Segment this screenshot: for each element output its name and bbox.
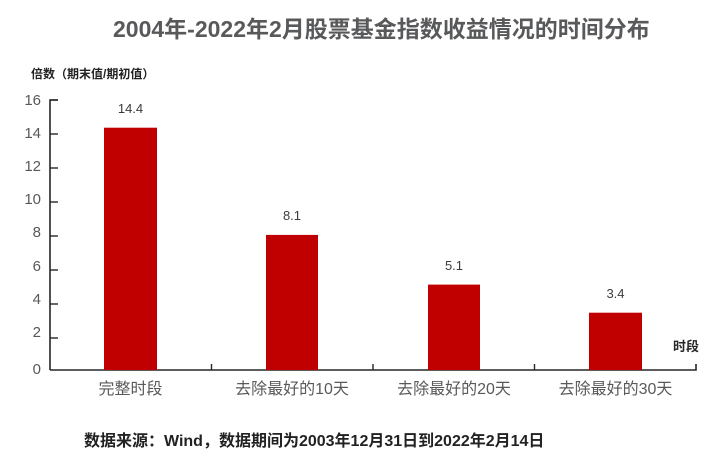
svg-text:14.4: 14.4 xyxy=(118,101,143,116)
svg-text:3.4: 3.4 xyxy=(606,286,624,301)
svg-text:6: 6 xyxy=(33,258,41,275)
svg-text:14: 14 xyxy=(24,125,41,142)
svg-text:16: 16 xyxy=(24,92,41,109)
svg-text:2: 2 xyxy=(33,324,41,341)
svg-text:12: 12 xyxy=(24,158,41,175)
svg-text:0: 0 xyxy=(33,361,41,378)
svg-text:10: 10 xyxy=(24,191,41,208)
svg-text:4: 4 xyxy=(33,291,41,308)
svg-text:8: 8 xyxy=(33,224,41,241)
svg-text:8.1: 8.1 xyxy=(283,208,301,223)
svg-text:去除最好的20天: 去除最好的20天 xyxy=(397,380,511,398)
svg-text:去除最好的10天: 去除最好的10天 xyxy=(235,380,349,398)
svg-text:5.1: 5.1 xyxy=(445,258,463,273)
svg-text:完整时段: 完整时段 xyxy=(98,380,162,398)
svg-text:时段: 时段 xyxy=(673,339,699,354)
svg-text:去除最好的30天: 去除最好的30天 xyxy=(559,380,673,398)
